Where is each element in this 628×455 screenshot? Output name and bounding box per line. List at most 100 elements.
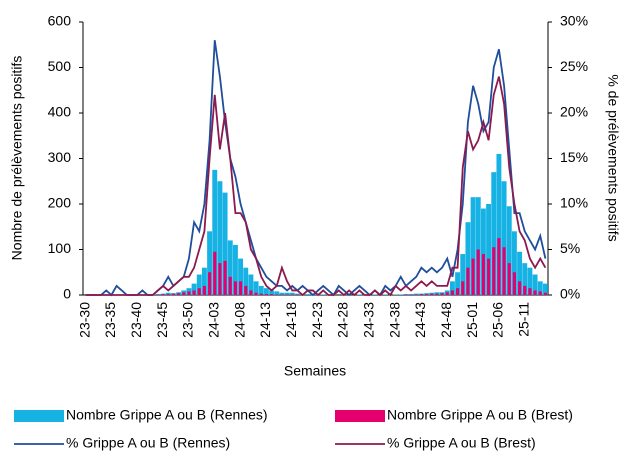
bar — [419, 294, 423, 295]
bar — [486, 204, 492, 295]
x-tick-label: 23-40 — [128, 302, 144, 338]
bar — [523, 285, 527, 295]
bar — [425, 294, 429, 295]
bar — [182, 292, 186, 295]
bar — [413, 293, 419, 295]
bar — [543, 292, 547, 295]
x-tick-label: 24-18 — [283, 302, 299, 338]
bar — [191, 283, 197, 295]
bar — [263, 288, 269, 295]
bar — [538, 291, 542, 295]
legend-label: Nombre Grippe A ou B (Rennes) — [66, 407, 268, 423]
y2-tick-label: 20% — [560, 104, 588, 120]
bar — [294, 293, 300, 295]
bar — [177, 293, 181, 295]
y2-tick-label: 25% — [560, 58, 588, 74]
x-tick-label: 24-33 — [360, 302, 376, 338]
x-tick-label: 23-45 — [154, 302, 170, 338]
bar — [238, 258, 244, 295]
y2-tick-label: 10% — [560, 195, 588, 211]
bar — [487, 258, 491, 295]
bar — [270, 294, 274, 295]
bar — [279, 292, 285, 295]
bar — [249, 290, 253, 295]
bar — [165, 292, 171, 295]
bar — [269, 290, 275, 295]
bar — [501, 181, 507, 295]
line — [85, 76, 547, 297]
y-tick-label: 300 — [48, 149, 72, 165]
bar — [187, 291, 191, 295]
legend-label: % Grippe A ou B (Brest) — [387, 435, 536, 451]
y2-axis-title: % de prélèvements positifs — [605, 74, 621, 241]
bar — [264, 294, 268, 295]
bar — [201, 267, 207, 295]
bar — [537, 281, 543, 295]
bar — [533, 290, 537, 295]
y-tick-label: 500 — [48, 58, 72, 74]
x-tick-label: 24-08 — [231, 302, 247, 338]
y2-tick-label: 30% — [560, 13, 588, 29]
y-tick-label: 600 — [48, 13, 72, 29]
bar — [455, 272, 461, 295]
bar — [166, 294, 170, 295]
bar — [254, 292, 258, 295]
bar — [460, 254, 466, 295]
bar — [155, 294, 161, 295]
bar — [528, 288, 532, 295]
bar — [218, 263, 222, 295]
bar — [532, 274, 538, 295]
legend-label: Nombre Grippe A ou B (Brest) — [387, 407, 573, 423]
x-tick-label: 25-06 — [490, 302, 506, 338]
bar — [461, 281, 465, 295]
bar — [258, 285, 264, 295]
x-tick-label: 25-11 — [515, 302, 531, 337]
bar — [213, 251, 217, 295]
y-tick-label: 200 — [48, 195, 72, 211]
bar — [232, 244, 238, 295]
bar — [403, 294, 409, 295]
bar — [430, 293, 434, 295]
y-tick-label: 0 — [63, 286, 71, 302]
bar — [223, 260, 227, 295]
bar — [192, 290, 196, 295]
bar — [440, 293, 444, 295]
bar — [512, 272, 516, 295]
y2-tick-label: 15% — [560, 149, 588, 165]
bar — [471, 258, 475, 295]
bar — [456, 288, 460, 295]
x-tick-label: 23-35 — [102, 302, 118, 338]
bar — [475, 197, 481, 295]
bar — [284, 292, 290, 295]
bar — [248, 274, 254, 295]
bar — [507, 263, 511, 295]
x-tick-label: 24-38 — [386, 302, 402, 338]
bar — [470, 197, 476, 295]
bar — [502, 247, 506, 295]
bar — [492, 247, 496, 295]
bar — [522, 263, 528, 295]
bar — [222, 192, 228, 295]
x-tick-label: 24-48 — [438, 302, 454, 338]
bar — [259, 293, 263, 295]
bar — [227, 240, 233, 295]
x-tick-label: 23-50 — [180, 302, 196, 338]
bar — [511, 231, 517, 295]
x-tick-label: 24-23 — [309, 302, 325, 338]
bar — [228, 276, 232, 295]
bar — [517, 251, 523, 295]
bar — [202, 285, 206, 295]
bar — [496, 153, 502, 295]
y2-tick-label: 0% — [560, 286, 580, 302]
bar — [518, 281, 522, 295]
y-tick-label: 400 — [48, 104, 72, 120]
bar — [435, 293, 439, 295]
x-tick-label: 23-30 — [76, 302, 92, 338]
x-tick-label: 24-43 — [412, 302, 428, 338]
bar — [445, 292, 449, 295]
y2-tick-label: 5% — [560, 240, 580, 256]
legend-swatch — [14, 410, 64, 422]
legend-swatch — [335, 410, 385, 422]
